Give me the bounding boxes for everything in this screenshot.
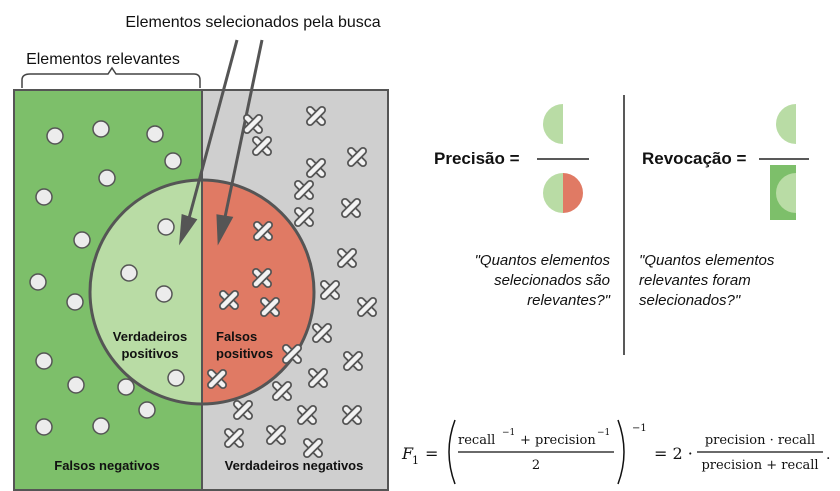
selected-circle (88, 178, 316, 406)
recall-question-1: "Quantos elementos (639, 252, 775, 269)
cross-marker (294, 207, 314, 227)
cross-marker (337, 248, 357, 268)
cross-marker (252, 136, 272, 156)
cross-marker (294, 180, 314, 200)
relevant-bracket (21, 66, 201, 88)
denominator-two: 2 (532, 458, 540, 473)
true-positives-label-1: Verdadeiros (113, 329, 187, 344)
dot (167, 369, 185, 387)
cross-marker (320, 280, 340, 300)
true-negatives-label: Verdadeiros negativos (225, 458, 364, 473)
dot (155, 285, 173, 303)
cross-marker (243, 114, 263, 134)
false-positives-label-2: positivos (216, 346, 273, 361)
dot (92, 417, 110, 435)
frac-denominator: precision + recall (701, 458, 818, 473)
recall-denominator-half (776, 173, 796, 213)
cross-marker (343, 351, 363, 371)
numerator-precision-exp: −1 (597, 428, 610, 438)
cross-marker (308, 368, 328, 388)
numerator-recall: recall (458, 433, 495, 448)
dot (35, 352, 53, 370)
left-paren (448, 419, 456, 485)
false-positives-label-1: Falsos (216, 329, 257, 344)
f1-equals: = (425, 444, 438, 463)
dot (46, 127, 64, 145)
f1-subscript: 1 (412, 454, 419, 467)
precision-numerator-icon (543, 104, 563, 144)
f1-symbol: F (401, 444, 414, 463)
precision-question-2: selecionados são (494, 272, 610, 289)
cross-marker (253, 221, 273, 241)
recall-question-2: relevantes foram (639, 272, 751, 289)
arrow-head-left (179, 213, 198, 246)
cross-marker (341, 198, 361, 218)
formula-period: . (826, 447, 830, 463)
dot (157, 218, 175, 236)
precision-denominator-left (543, 173, 563, 213)
cross-marker (303, 438, 323, 458)
cross-marker (312, 323, 332, 343)
cross-marker (219, 290, 239, 310)
dot (35, 188, 53, 206)
recall-label: Revocação = (642, 149, 746, 168)
cross-marker (357, 297, 377, 317)
outer-exponent: −1 (632, 423, 647, 434)
cross-marker (306, 106, 326, 126)
true-positive-area (90, 180, 202, 404)
recall-definition: Revocação = "Quantos elementos relevante… (639, 104, 809, 309)
relevant-elements-label: Elementos relevantes (26, 51, 180, 68)
arrow-head-right (216, 214, 234, 246)
irrelevant-crosses (207, 106, 377, 458)
dot (67, 376, 85, 394)
true-positives-label-2: positivos (121, 346, 178, 361)
frac-numerator: precision · recall (705, 433, 815, 448)
right-paren (617, 419, 625, 485)
precision-denominator-right (563, 173, 583, 213)
relevant-dots (29, 120, 185, 436)
numerator-recall-exp: −1 (502, 428, 515, 438)
cross-marker (297, 405, 317, 425)
cross-marker (272, 381, 292, 401)
dot (92, 120, 110, 138)
cross-marker (252, 268, 272, 288)
recall-question-3: selecionados?" (639, 292, 741, 309)
arrow-to-true-positives (186, 39, 239, 223)
recall-numerator-icon (776, 104, 796, 144)
dot (146, 125, 164, 143)
dot (117, 378, 135, 396)
arrow-to-false-positives (222, 39, 264, 223)
cross-marker (266, 425, 286, 445)
precision-question-1: "Quantos elementos (475, 252, 611, 269)
cross-marker (347, 147, 367, 167)
second-equals: = 2 · (654, 444, 693, 463)
dot (66, 293, 84, 311)
dot (98, 169, 116, 187)
dot (138, 401, 156, 419)
dot (29, 273, 47, 291)
selected-by-search-label: Elementos selecionados pela busca (125, 14, 380, 31)
cross-marker (306, 158, 326, 178)
cross-marker (207, 369, 227, 389)
dot (120, 264, 138, 282)
precision-label: Precisão = (434, 149, 520, 168)
search-arrows (179, 39, 264, 246)
dot (164, 152, 182, 170)
f1-formula: F 1 = recall −1 + precision −1 2 −1 = 2 … (401, 419, 830, 485)
dot (73, 231, 91, 249)
cross-marker (342, 405, 362, 425)
cross-marker (282, 344, 302, 364)
cross-marker (260, 297, 280, 317)
precision-question-3: relevantes?" (527, 292, 611, 309)
cross-marker (233, 400, 253, 420)
precision-definition: Precisão = "Quantos elementos selecionad… (434, 104, 611, 309)
numerator-precision: + precision (520, 433, 596, 448)
false-negatives-label: Falsos negativos (54, 458, 159, 473)
cross-marker (224, 428, 244, 448)
dot (35, 418, 53, 436)
